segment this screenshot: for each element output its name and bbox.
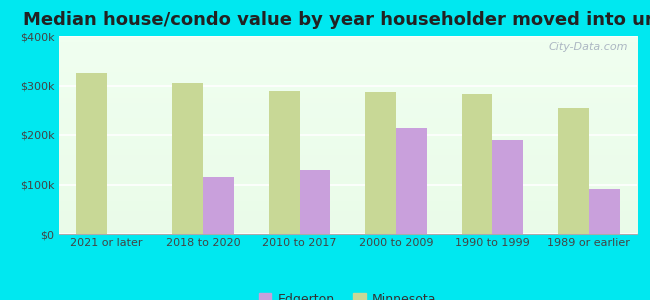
Bar [558,108,589,234]
Bar [589,190,619,234]
Bar [300,170,330,234]
Text: City-Data.com: City-Data.com [549,42,629,52]
Bar [396,128,427,234]
Bar [172,83,203,234]
Bar [493,140,523,234]
Bar [268,92,300,234]
Bar [203,177,234,234]
Title: Median house/condo value by year householder moved into unit: Median house/condo value by year househo… [23,11,650,29]
Bar [76,73,107,234]
Bar [462,94,493,234]
Legend: Edgerton, Minnesota: Edgerton, Minnesota [254,288,442,300]
Bar [365,92,396,234]
